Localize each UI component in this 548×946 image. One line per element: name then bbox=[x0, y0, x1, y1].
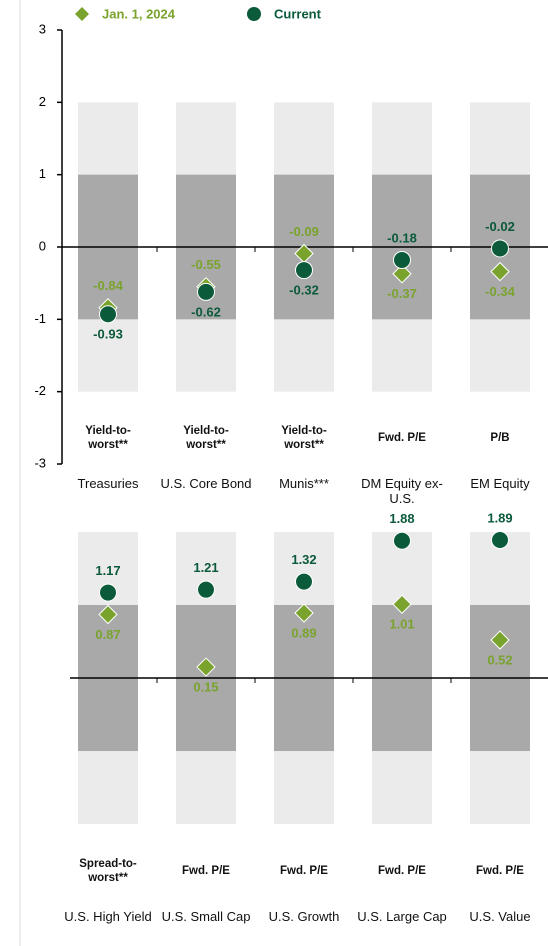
descriptor: Yield-to-worst** bbox=[183, 425, 229, 451]
jan-point bbox=[196, 657, 216, 677]
descriptor: P/B bbox=[490, 432, 510, 444]
current-point bbox=[99, 583, 117, 602]
data-label: 1.32 bbox=[291, 552, 316, 567]
jan-point bbox=[490, 630, 510, 650]
y-tick-label: -2 bbox=[34, 383, 46, 398]
category-label: Munis*** bbox=[279, 476, 329, 491]
data-label: 1.89 bbox=[487, 510, 512, 525]
current-point bbox=[491, 531, 509, 550]
data-label: -0.18 bbox=[387, 230, 417, 245]
data-label: -0.37 bbox=[387, 286, 417, 301]
category-label: U.S. Small Cap bbox=[161, 909, 251, 924]
descriptor: Yield-to-worst** bbox=[85, 425, 131, 451]
y-tick-label: 3 bbox=[39, 21, 46, 36]
legend-label: Jan. 1, 2024 bbox=[102, 6, 176, 21]
descriptor: Fwd. P/E bbox=[378, 432, 426, 444]
data-label: -0.32 bbox=[289, 283, 319, 298]
category-label: U.S. High Yield bbox=[64, 909, 152, 924]
data-label: 0.52 bbox=[487, 652, 512, 667]
current-point bbox=[393, 531, 411, 550]
descriptor: Fwd. P/E bbox=[476, 865, 524, 877]
jan-point bbox=[294, 603, 314, 623]
data-label: 0.89 bbox=[291, 625, 316, 640]
current-point bbox=[295, 261, 313, 280]
data-label: 0.87 bbox=[95, 627, 120, 642]
jan-point bbox=[490, 261, 510, 282]
current-point bbox=[295, 572, 313, 591]
jan-point bbox=[392, 264, 412, 284]
category-label: U.S. Growth bbox=[268, 909, 340, 924]
data-label: -0.62 bbox=[191, 304, 221, 319]
descriptor: Fwd. P/E bbox=[378, 865, 426, 877]
data-label: -0.02 bbox=[485, 219, 515, 234]
y-tick-label: 0 bbox=[39, 238, 46, 253]
data-label: 1.88 bbox=[389, 511, 414, 526]
category-label: EM Equity bbox=[470, 476, 530, 491]
data-label: 0.15 bbox=[193, 679, 218, 694]
jan-point bbox=[392, 594, 412, 614]
legend-marker bbox=[75, 7, 89, 21]
y-tick-label: 1 bbox=[39, 166, 46, 181]
current-point bbox=[393, 251, 411, 270]
data-label: -0.34 bbox=[485, 284, 515, 299]
data-label: -0.55 bbox=[191, 257, 221, 272]
current-point bbox=[99, 305, 117, 324]
data-label: 1.01 bbox=[389, 617, 414, 632]
data-label: 1.17 bbox=[95, 563, 120, 578]
category-label: U.S. Large Cap bbox=[357, 909, 447, 924]
data-label: -0.84 bbox=[93, 278, 123, 293]
y-tick-label: -1 bbox=[34, 311, 46, 326]
descriptor: Fwd. P/E bbox=[182, 865, 230, 877]
jan-point bbox=[98, 604, 118, 625]
current-point bbox=[197, 580, 215, 599]
y-tick-label: 2 bbox=[39, 94, 46, 109]
category-label: DM Equity ex-U.S. bbox=[361, 476, 443, 506]
data-label: -0.09 bbox=[289, 224, 319, 239]
descriptor: Spread-to-worst** bbox=[79, 858, 137, 884]
category-label: U.S. Core Bond bbox=[160, 476, 252, 491]
descriptor: Yield-to-worst** bbox=[281, 425, 327, 451]
category-label: U.S. Value bbox=[469, 909, 531, 924]
descriptor: Fwd. P/E bbox=[280, 865, 328, 877]
legend-marker bbox=[247, 7, 261, 21]
current-point bbox=[197, 282, 215, 301]
y-tick-label: -3 bbox=[34, 455, 46, 470]
legend-label: Current bbox=[274, 6, 322, 21]
current-point bbox=[491, 239, 509, 258]
category-label: Treasuries bbox=[77, 476, 139, 491]
data-label: 1.21 bbox=[193, 560, 218, 575]
data-label: -0.93 bbox=[93, 327, 123, 342]
